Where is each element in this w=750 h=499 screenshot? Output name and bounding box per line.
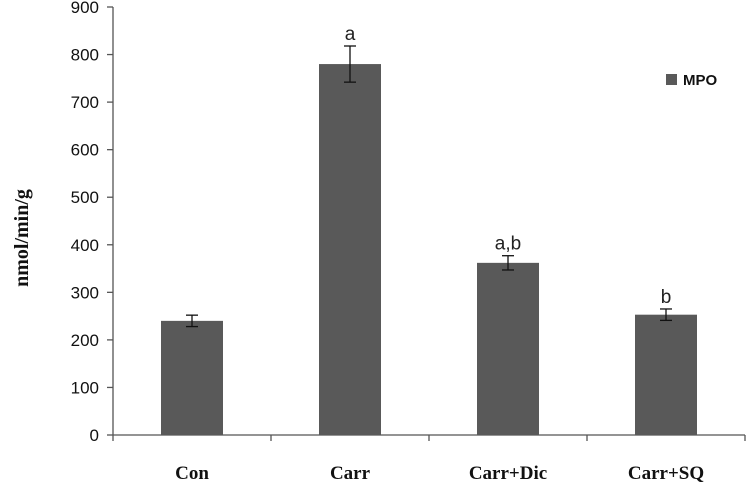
y-tick-label: 400 [71,236,99,255]
x-category-label: Carr+SQ [628,463,704,484]
legend-swatch [666,74,677,85]
x-category-label: Carr+Dic [469,463,547,484]
x-category-label: Carr [330,463,371,484]
bars: a a,b b [161,24,697,436]
x-category-label: Con [175,463,209,484]
bar [635,314,697,435]
significance-label: a,b [495,234,521,255]
bar [319,64,381,436]
significance-label: a [345,24,356,45]
error-bar [660,308,672,322]
y-tick-label: 700 [71,93,99,112]
legend-label: MPO [683,72,718,89]
error-bar [186,314,198,328]
x-axis [112,434,746,441]
y-tick-label: 300 [71,283,99,302]
y-tick-label: 200 [71,331,99,350]
y-tick-label: 600 [71,141,99,160]
y-tick-label: 900 [71,0,99,17]
y-axis: 0 100 200 300 400 500 600 700 800 900 [71,0,114,445]
y-tick-label: 100 [71,378,99,397]
bar [161,320,223,435]
category-labels: Con Carr Carr+Dic Carr+SQ [175,463,704,484]
significance-label: b [661,287,672,308]
bar [477,262,539,435]
error-bar [344,45,356,83]
y-tick-label: 500 [71,188,99,207]
error-bar [502,255,514,271]
legend: MPO [666,72,718,89]
y-axis-label: nmol/min/g [11,189,33,287]
y-tick-label: 0 [90,426,99,445]
y-tick-label: 800 [71,46,99,65]
